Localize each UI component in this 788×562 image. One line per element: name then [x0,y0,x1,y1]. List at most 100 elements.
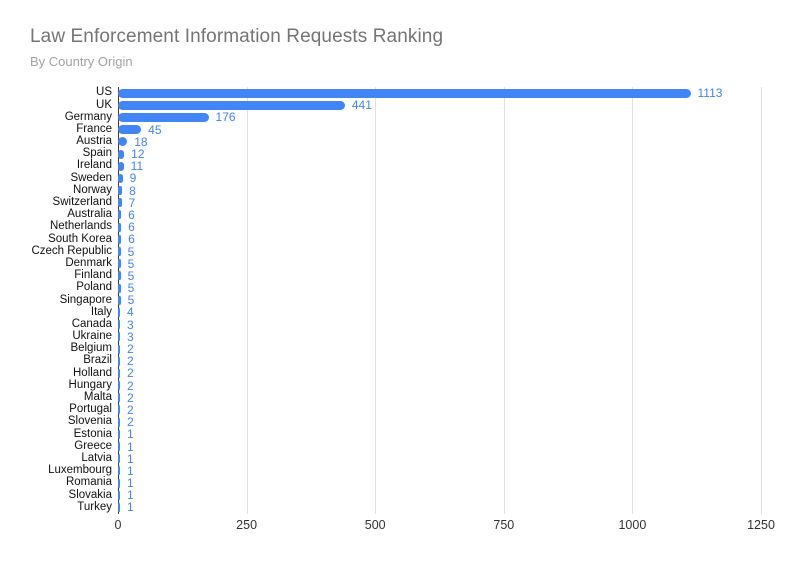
bar-row: 2 [118,367,761,379]
bar [118,490,120,500]
category-label: Slovenia [67,415,112,428]
bar [118,405,120,415]
value-label: 45 [148,122,162,137]
category-label: Belgium [70,342,112,355]
value-label: 2 [127,390,134,405]
bar-row: 5 [118,244,761,259]
bar-row: 1 [118,501,761,513]
category-label: Switzerland [52,196,112,209]
bar [118,295,121,305]
bar [118,320,120,330]
bar [118,100,345,110]
category-label: Holland [73,366,112,379]
bar [118,368,120,378]
bar [118,271,121,281]
category-label: Latvia [81,451,112,464]
bar-row: 1 [118,477,761,489]
category-label: Australia [67,208,112,221]
value-label: 5 [127,256,135,271]
bars: 1113 441 176 45 18 12 11 9 8 7 6 6 6 5 5 5 5 5 4 3 3 2 2 2 2 2 2 2 1… [118,87,761,514]
bar [118,332,120,342]
bar [118,210,122,220]
bar-row: 2 [118,355,761,367]
bar-row: 45 [118,124,761,136]
bar-row: 12 [118,148,761,160]
value-label: 12 [131,147,145,162]
category-label: Italy [90,305,112,318]
bar-row: 6 [118,233,761,245]
category-label: Romania [65,476,112,489]
bar [118,417,120,427]
value-label: 3 [127,329,134,344]
bar-row: 1113 [118,87,761,99]
bar-row: 1 [118,440,761,453]
value-label: 1 [127,488,134,503]
category-label: Hungary [68,378,112,391]
bar-row: 2 [118,416,761,428]
value-label: 2 [127,354,134,369]
bar-row: 2 [118,392,761,404]
bar-row: 7 [118,197,761,209]
category-label: Norway [73,183,112,196]
category-label: Luxembourg [48,464,112,477]
bar-row: 8 [118,185,761,197]
bar [118,137,128,147]
x-tick-label: 1250 [747,518,775,532]
value-label: 2 [127,378,134,393]
category-label: Ireland [76,159,112,172]
bar-row: 2 [118,380,761,392]
bar-row: 1 [118,453,761,465]
bar [118,356,120,366]
x-tick-label: 250 [236,518,258,532]
category-label: US [96,86,112,99]
bar-row: 5 [118,294,761,306]
bar [118,442,120,452]
category-label: Turkey [77,500,112,513]
category-label: France [76,122,112,135]
value-label: 2 [127,342,134,357]
bar [118,429,120,439]
value-label: 1 [127,500,134,515]
x-tick-label: 750 [493,518,515,532]
bar-row: 1 [118,465,761,477]
category-label: Denmark [65,256,112,269]
bar-row: 18 [118,136,761,148]
category-label: Sweden [70,171,112,184]
bar [118,88,691,98]
value-label: 5 [127,244,135,259]
category-label: Spain [82,147,112,160]
category-label: Canada [71,317,112,330]
value-label: 4 [127,305,134,320]
bar [118,283,121,293]
category-labels: US UK Germany France Austria Spain Ireland Swed… [0,87,112,514]
bar-row: 5 [118,282,761,294]
value-label: 1 [127,463,134,478]
bar [118,222,122,232]
bar [118,247,121,257]
bar [118,478,120,488]
category-label: Singapore [59,293,112,306]
bar-row: 6 [118,209,761,221]
bar [118,344,120,354]
value-label: 3 [127,317,134,332]
gridline [503,87,505,514]
bar [118,307,121,317]
category-label: Portugal [69,403,112,416]
gridline [246,87,248,514]
bar [118,393,120,403]
category-label: Slovakia [68,488,112,501]
x-tick-label: 0 [114,518,122,532]
bar-row: 9 [118,172,761,184]
value-label: 11 [130,159,144,174]
category-label: Greece [74,439,112,452]
bar-row: 5 [118,258,761,270]
category-label: UK [96,98,112,111]
chart-subtitle: By Country Origin [30,54,133,69]
value-label: 1 [127,451,134,466]
bar-row: 3 [118,319,761,331]
value-label: 6 [128,220,135,235]
bar [118,161,124,171]
bar-row: 11 [118,160,761,172]
bar-row: 2 [118,404,761,416]
gridline [761,87,762,514]
